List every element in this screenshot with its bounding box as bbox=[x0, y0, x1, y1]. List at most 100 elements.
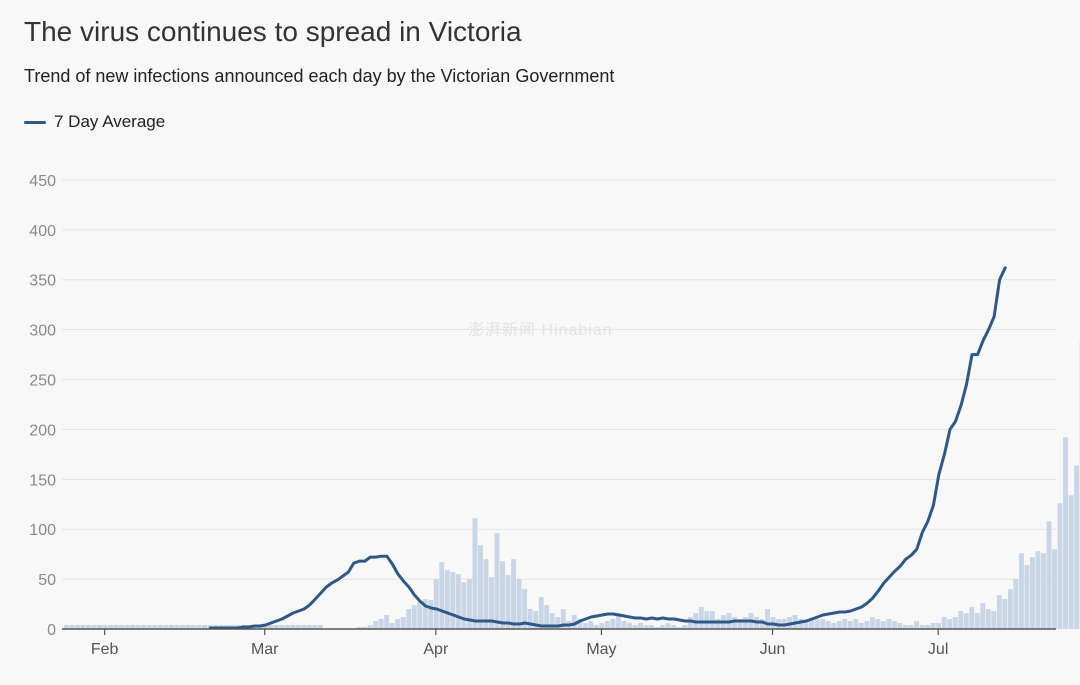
x-tick-label: Apr bbox=[423, 641, 449, 658]
bar bbox=[64, 625, 69, 629]
grid-lines bbox=[62, 179, 1056, 580]
bar bbox=[389, 623, 395, 629]
bar bbox=[544, 605, 550, 629]
bar bbox=[422, 599, 428, 629]
bar bbox=[814, 619, 820, 629]
bar bbox=[268, 625, 274, 629]
bar bbox=[1030, 557, 1035, 629]
bar bbox=[190, 625, 196, 629]
bar bbox=[317, 625, 323, 629]
average-line bbox=[208, 266, 1007, 630]
bar bbox=[135, 625, 141, 629]
bar bbox=[765, 609, 770, 629]
bar bbox=[279, 625, 285, 629]
bar bbox=[500, 561, 505, 629]
bar bbox=[1035, 551, 1041, 629]
bar bbox=[196, 625, 202, 629]
bar bbox=[102, 625, 108, 629]
bar bbox=[152, 625, 158, 629]
bar bbox=[582, 623, 588, 629]
bar bbox=[538, 597, 544, 629]
bar bbox=[610, 619, 616, 629]
bar bbox=[963, 613, 969, 629]
bar bbox=[858, 623, 864, 629]
bar bbox=[417, 601, 423, 629]
bar bbox=[411, 605, 417, 629]
bar bbox=[825, 621, 831, 629]
bar bbox=[958, 611, 964, 629]
y-tick-label: 50 bbox=[38, 572, 56, 589]
bar bbox=[168, 625, 174, 629]
bar bbox=[312, 625, 318, 629]
bar bbox=[616, 613, 621, 629]
x-tick-label: May bbox=[586, 641, 616, 658]
bar bbox=[472, 518, 478, 629]
bar bbox=[395, 619, 401, 629]
bar bbox=[113, 625, 119, 629]
bar bbox=[737, 619, 743, 629]
bar bbox=[836, 621, 842, 629]
bar bbox=[869, 617, 875, 629]
bar bbox=[483, 559, 489, 629]
bar bbox=[1057, 503, 1063, 629]
bar bbox=[759, 619, 765, 629]
bar bbox=[643, 625, 649, 629]
bar bbox=[516, 579, 522, 629]
bar bbox=[295, 625, 301, 629]
bar bbox=[489, 577, 494, 629]
bar bbox=[262, 625, 268, 629]
bar bbox=[80, 625, 86, 629]
y-tick-label: 300 bbox=[29, 323, 56, 340]
bar bbox=[185, 625, 191, 629]
bar bbox=[731, 617, 737, 629]
bar bbox=[864, 621, 870, 629]
bar bbox=[119, 625, 125, 629]
bar bbox=[914, 621, 919, 629]
bar bbox=[853, 619, 859, 629]
chart-subtitle: Trend of new infections announced each d… bbox=[24, 66, 615, 86]
bar bbox=[671, 625, 677, 629]
bar bbox=[1002, 599, 1008, 629]
bar bbox=[715, 619, 721, 629]
bar bbox=[660, 625, 666, 629]
bar bbox=[527, 609, 533, 629]
bar bbox=[897, 623, 903, 629]
bar bbox=[952, 617, 958, 629]
bar bbox=[588, 621, 594, 629]
bar bbox=[69, 625, 75, 629]
bar bbox=[687, 617, 693, 629]
y-tick-label: 250 bbox=[29, 373, 56, 390]
bar bbox=[549, 613, 555, 629]
bar bbox=[378, 619, 384, 629]
bar bbox=[991, 611, 997, 629]
y-tick-label: 150 bbox=[29, 472, 56, 489]
bar bbox=[124, 625, 130, 629]
x-axis-ticks: Feb Mar Apr May Jun Jul bbox=[91, 629, 948, 658]
bar bbox=[108, 625, 114, 629]
bar bbox=[809, 619, 815, 629]
y-tick-label: 350 bbox=[29, 273, 56, 290]
bar bbox=[362, 627, 367, 629]
bar bbox=[450, 572, 456, 629]
bar bbox=[980, 603, 986, 629]
bar bbox=[141, 625, 147, 629]
chart-title: The virus continues to spread in Victori… bbox=[24, 16, 522, 47]
y-axis-ticks: 0 50 100 150 200 250 300 350 400 450 bbox=[29, 173, 56, 639]
bar bbox=[306, 625, 312, 629]
bar bbox=[494, 533, 500, 629]
bar bbox=[174, 625, 180, 629]
bar bbox=[439, 562, 445, 629]
bar bbox=[522, 589, 528, 629]
bar bbox=[505, 575, 511, 629]
bar bbox=[571, 615, 577, 629]
bar bbox=[97, 625, 103, 629]
bar bbox=[903, 625, 908, 629]
bar bbox=[930, 623, 936, 629]
bar bbox=[400, 617, 406, 629]
bar bbox=[969, 607, 975, 629]
bar bbox=[301, 625, 307, 629]
bar bbox=[742, 617, 748, 629]
bar bbox=[290, 625, 296, 629]
bar bbox=[704, 611, 710, 629]
